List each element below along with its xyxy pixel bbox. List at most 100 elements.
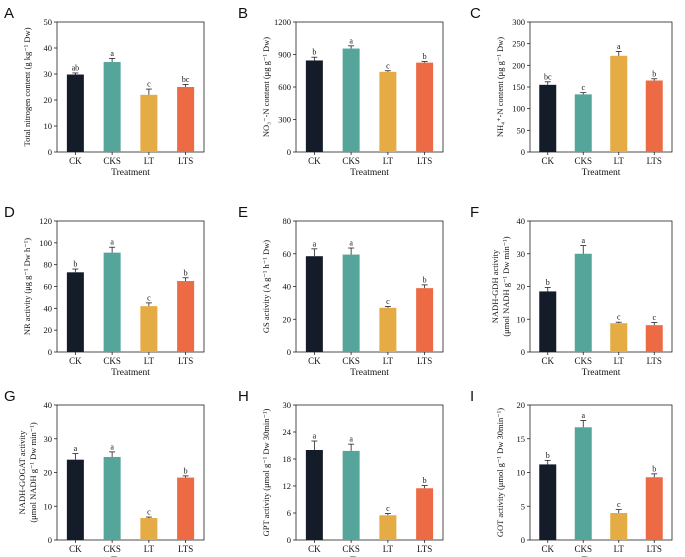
y-tick-label-b-1: 300 bbox=[278, 115, 291, 125]
chart-panel-i: I05101520bCKaCKScLTbLTSTreatmentGOT acti… bbox=[470, 388, 673, 557]
x-tick-label-g-cks: CKS bbox=[103, 544, 121, 554]
x-axis-label-c: Treatment bbox=[582, 168, 621, 178]
x-tick-label-a-cks: CKS bbox=[103, 156, 121, 166]
bar-e-cks bbox=[342, 254, 360, 352]
x-tick-label-d-ck: CK bbox=[69, 356, 82, 366]
y-tick-label-a-0: 0 bbox=[48, 147, 52, 157]
y-tick-label-e-0: 0 bbox=[287, 347, 291, 357]
y-tick-label-f-4: 40 bbox=[517, 216, 526, 226]
bar-c-ck bbox=[539, 84, 557, 152]
sig-letter-c-ck: bc bbox=[544, 72, 552, 81]
panel-letter-f: F bbox=[470, 204, 479, 221]
y-axis-label-g: NADH-GOGAT activity bbox=[17, 430, 27, 514]
y-tick-label-e-3: 60 bbox=[283, 249, 292, 259]
y-tick-label-a-5: 50 bbox=[44, 17, 53, 27]
panel-letter-e: E bbox=[238, 204, 248, 221]
y-tick-label-h-1: 6 bbox=[287, 508, 291, 518]
y-axis-label-d: NR activity (μg g⁻¹ Dw h⁻¹) bbox=[22, 238, 32, 335]
y-tick-label-d-0: 0 bbox=[48, 347, 52, 357]
bar-b-lts bbox=[416, 62, 434, 152]
y-tick-label-f-0: 0 bbox=[521, 347, 525, 357]
y-tick-label-d-3: 60 bbox=[44, 282, 53, 292]
sig-letter-h-lts: b bbox=[423, 476, 427, 485]
plot-frame-a bbox=[56, 21, 205, 153]
x-tick-label-i-cks: CKS bbox=[574, 544, 592, 554]
sig-letter-c-lts: b bbox=[652, 69, 656, 78]
sig-letter-c-cks: c bbox=[581, 83, 585, 92]
y-tick-label-b-0: 0 bbox=[287, 147, 291, 157]
y-tick-label-f-3: 30 bbox=[517, 249, 526, 259]
sig-letter-a-lts: bc bbox=[182, 75, 190, 84]
x-tick-label-g-lt: LT bbox=[144, 544, 155, 554]
bar-c-cks bbox=[574, 94, 592, 152]
x-tick-label-a-lts: LTS bbox=[178, 156, 193, 166]
x-tick-label-h-cks: CKS bbox=[342, 544, 360, 554]
x-axis-label-f: Treatment bbox=[582, 368, 621, 378]
panel-letter-g: G bbox=[4, 388, 16, 405]
sig-letter-d-lts: b bbox=[184, 268, 188, 277]
x-tick-label-c-lt: LT bbox=[614, 156, 625, 166]
x-tick-label-f-ck: CK bbox=[541, 356, 554, 366]
sig-letter-b-ck: b bbox=[312, 48, 316, 57]
bar-f-lt bbox=[610, 323, 628, 352]
y-tick-label-d-4: 80 bbox=[44, 260, 53, 270]
sig-letter-e-ck: a bbox=[313, 239, 317, 248]
panel-letter-a: A bbox=[4, 5, 14, 22]
x-tick-label-g-lts: LTS bbox=[178, 544, 193, 554]
y-tick-label-h-2: 12 bbox=[283, 481, 292, 491]
y-tick-label-f-1: 10 bbox=[517, 314, 526, 324]
x-tick-label-h-ck: CK bbox=[308, 544, 321, 554]
x-tick-label-g-ck: CK bbox=[69, 544, 82, 554]
y-tick-label-d-2: 40 bbox=[44, 303, 53, 313]
sig-letter-b-cks: a bbox=[349, 36, 353, 45]
sig-letter-f-cks: a bbox=[581, 236, 585, 245]
bar-b-cks bbox=[342, 48, 360, 152]
sig-letter-i-ck: b bbox=[546, 451, 550, 460]
y-axis-label-a: Total nitrogen content (g kg⁻¹ Dw) bbox=[22, 27, 32, 146]
y-tick-label-g-1: 10 bbox=[44, 501, 53, 511]
bar-a-lts bbox=[177, 87, 195, 152]
y-tick-label-a-4: 40 bbox=[44, 43, 53, 53]
x-tick-label-a-ck: CK bbox=[69, 156, 82, 166]
y-tick-label-d-1: 20 bbox=[44, 325, 53, 335]
sig-letter-i-lts: b bbox=[652, 464, 656, 473]
y-tick-label-e-2: 40 bbox=[283, 282, 292, 292]
x-axis-label-e: Treatment bbox=[350, 368, 389, 378]
y-tick-label-g-4: 40 bbox=[44, 400, 53, 410]
sig-letter-b-lts: b bbox=[423, 52, 427, 61]
y-tick-label-d-5: 100 bbox=[39, 238, 52, 248]
sig-letter-h-ck: a bbox=[313, 432, 317, 441]
y-tick-label-e-4: 80 bbox=[283, 216, 292, 226]
x-tick-label-a-lt: LT bbox=[144, 156, 155, 166]
bar-e-lts bbox=[416, 288, 434, 352]
sig-letter-d-cks: a bbox=[110, 238, 114, 247]
x-tick-label-d-lts: LTS bbox=[178, 356, 193, 366]
sig-letter-g-cks: a bbox=[110, 442, 114, 451]
y-tick-label-d-6: 120 bbox=[39, 216, 52, 226]
x-axis-label-a: Treatment bbox=[111, 168, 150, 178]
sig-letter-e-lts: b bbox=[423, 275, 427, 284]
sig-letter-g-lt: c bbox=[147, 508, 151, 517]
chart-panel-a: A 0 10 20 30 40 50 ab CK a CKS c LT bc LTS Treatment Tot… bbox=[4, 5, 205, 178]
y-tick-label-c-4: 200 bbox=[512, 60, 525, 70]
x-tick-label-b-lts: LTS bbox=[417, 156, 432, 166]
y-tick-label-i-3: 15 bbox=[517, 434, 526, 444]
y-tick-label-g-2: 20 bbox=[44, 468, 53, 478]
sig-letter-e-lt: c bbox=[386, 297, 390, 306]
x-tick-label-i-lt: LT bbox=[614, 544, 625, 554]
plot-frame-h bbox=[295, 404, 444, 541]
bar-i-cks bbox=[574, 427, 592, 540]
panel-letter-c: C bbox=[470, 5, 481, 22]
y-tick-label-c-0: 0 bbox=[521, 147, 525, 157]
chart-panel-c: C 0 50 100 150 200 250 300 bc CK c CKS a LT b LTS Treatm… bbox=[470, 5, 673, 178]
y-tick-label-h-4: 24 bbox=[283, 427, 292, 437]
chart-panel-b: B 0 300 600 900 1200 b CK a CKS c LT b LTS Treatment NO… bbox=[238, 5, 444, 178]
sig-letter-e-cks: a bbox=[349, 239, 353, 248]
bar-f-ck bbox=[539, 291, 557, 352]
y-axis-label-f: NADH-GDH activity bbox=[490, 249, 500, 323]
x-axis-label-b: Treatment bbox=[350, 168, 389, 178]
y-tick-label-i-0: 0 bbox=[521, 535, 525, 545]
bar-a-ck bbox=[66, 74, 84, 152]
panel-letter-d: D bbox=[4, 204, 15, 221]
